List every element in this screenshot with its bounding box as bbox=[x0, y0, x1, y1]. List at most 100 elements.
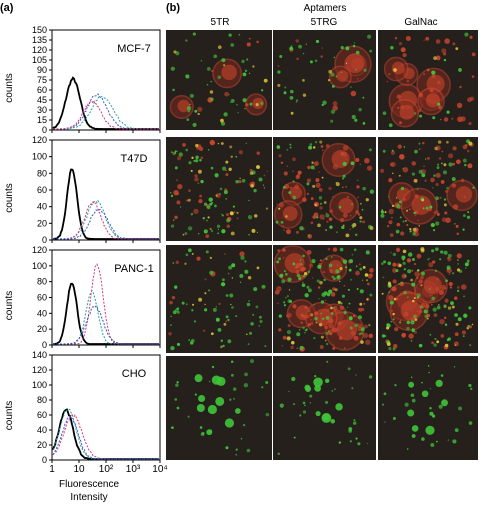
stain-dot bbox=[398, 200, 402, 204]
stain-dot bbox=[209, 139, 215, 146]
stain-dot bbox=[285, 229, 292, 235]
stain-dot bbox=[248, 331, 253, 335]
y-tick-label: 120 bbox=[32, 245, 47, 255]
stain-dot bbox=[319, 202, 323, 205]
stain-dot bbox=[350, 330, 356, 336]
stain-dot bbox=[242, 423, 246, 427]
stain-dot bbox=[210, 166, 214, 170]
stain-dot bbox=[174, 398, 178, 401]
stain-dot bbox=[327, 79, 331, 82]
stain-dot bbox=[433, 211, 436, 214]
stain-dot bbox=[225, 446, 229, 450]
stain-dot bbox=[406, 223, 409, 227]
cell-nucleus-stain bbox=[400, 300, 422, 321]
y-tick-label: 120 bbox=[32, 45, 47, 55]
stain-dot bbox=[359, 267, 363, 271]
stain-dot bbox=[444, 211, 448, 215]
stain-dot bbox=[331, 84, 335, 88]
stain-dot bbox=[441, 162, 443, 165]
stain-dot bbox=[355, 437, 358, 440]
y-tick-label: 40 bbox=[37, 425, 47, 435]
stain-dot bbox=[345, 185, 348, 188]
stain-dot bbox=[414, 149, 418, 154]
stain-dot bbox=[332, 305, 338, 311]
stain-dot bbox=[186, 199, 189, 202]
stain-dot bbox=[398, 41, 403, 46]
stain-dot bbox=[245, 333, 248, 336]
stain-dot bbox=[297, 170, 302, 175]
stain-dot bbox=[322, 100, 327, 105]
stain-dot bbox=[414, 194, 419, 199]
stain-dot bbox=[390, 320, 393, 323]
stain-dot bbox=[195, 155, 199, 160]
cell-nucleus-stain bbox=[411, 195, 432, 215]
stain-dot bbox=[286, 330, 292, 335]
stain-dot bbox=[182, 143, 186, 147]
y-tick-label: 80 bbox=[37, 277, 47, 287]
stain-dot bbox=[454, 332, 459, 337]
stain-dot bbox=[411, 434, 416, 438]
stain-dot bbox=[198, 198, 203, 204]
stain-dot bbox=[189, 103, 191, 106]
stain-dot bbox=[318, 323, 323, 327]
green-cluster bbox=[315, 410, 321, 417]
stain-dot bbox=[333, 307, 336, 309]
stain-dot bbox=[319, 280, 323, 285]
stain-dot bbox=[452, 272, 455, 275]
stain-dot bbox=[410, 278, 413, 282]
stain-dot bbox=[416, 293, 421, 298]
histogram-panc-1: 0 20 40 60 80 100 120 counts PANC-1 bbox=[4, 245, 161, 350]
stain-dot bbox=[209, 270, 214, 275]
stain-dot bbox=[330, 292, 336, 297]
stain-dot bbox=[432, 414, 436, 418]
stain-dot bbox=[191, 303, 195, 306]
stain-dot bbox=[349, 326, 353, 330]
stain-dot bbox=[394, 327, 399, 332]
stain-dot bbox=[438, 304, 440, 306]
stain-dot bbox=[288, 289, 291, 291]
stain-dot bbox=[255, 102, 259, 107]
cell-nucleus-stain bbox=[289, 186, 303, 199]
stain-dot bbox=[316, 216, 319, 219]
stain-dot bbox=[429, 205, 433, 209]
stain-dot bbox=[392, 279, 397, 284]
stain-dot bbox=[436, 163, 440, 166]
stain-dot bbox=[225, 320, 228, 323]
cell-nucleus-stain bbox=[345, 53, 365, 74]
stain-dot bbox=[337, 321, 342, 326]
stain-dot bbox=[464, 144, 468, 147]
stain-dot bbox=[384, 421, 386, 423]
stain-dot bbox=[232, 387, 237, 391]
stain-dot bbox=[185, 148, 189, 152]
stain-dot bbox=[248, 72, 251, 75]
stain-dot bbox=[312, 146, 316, 149]
stain-dot bbox=[334, 309, 337, 312]
stain-dot bbox=[204, 292, 207, 295]
stain-dot bbox=[421, 173, 426, 178]
stain-dot bbox=[419, 305, 423, 309]
y-tick-label: 135 bbox=[32, 35, 47, 45]
stain-dot bbox=[286, 165, 288, 167]
y-axis-label: counts bbox=[4, 291, 15, 320]
stain-dot bbox=[464, 163, 467, 167]
stain-dot bbox=[239, 251, 245, 257]
stain-dot bbox=[256, 151, 260, 155]
stain-dot bbox=[355, 374, 357, 376]
stain-dot bbox=[402, 166, 409, 173]
panel-a-label: (a) bbox=[0, 2, 14, 14]
stain-dot bbox=[225, 198, 227, 200]
stain-dot bbox=[332, 164, 339, 170]
stain-dot bbox=[285, 273, 288, 276]
stain-dot bbox=[290, 345, 294, 350]
stain-dot bbox=[448, 153, 454, 159]
stain-dot bbox=[336, 328, 339, 331]
y-tick-label: 45 bbox=[37, 95, 47, 105]
stain-dot bbox=[361, 279, 364, 281]
stain-dot bbox=[364, 273, 369, 277]
stain-dot bbox=[323, 291, 328, 296]
stain-dot bbox=[424, 179, 427, 182]
y-axis-label: counts bbox=[4, 401, 15, 430]
stain-dot bbox=[292, 180, 295, 183]
stain-dot bbox=[432, 116, 436, 120]
histogram-cho: 0 20 40 60 80 100 120 140 counts CHO bbox=[4, 350, 161, 465]
